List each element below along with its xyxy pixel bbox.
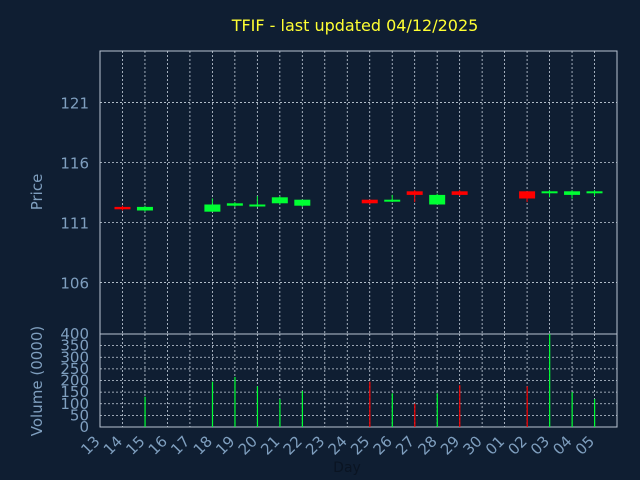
volume-tick-label: 50 <box>70 406 89 424</box>
candle-body <box>519 191 536 199</box>
candle-body <box>586 191 603 194</box>
candle-body <box>429 194 446 205</box>
volume-tick-label: 200 <box>60 372 89 390</box>
volume-bar <box>279 399 281 427</box>
volume-bar <box>571 392 573 427</box>
volume-bar <box>144 396 146 427</box>
candle-body <box>136 206 153 211</box>
volume-tick-label: 400 <box>60 325 89 343</box>
candle-body <box>541 191 558 194</box>
candle-body <box>406 191 423 195</box>
x-tick-labels: 1314151617181920212223242526272829300102… <box>77 432 598 458</box>
volume-bar <box>391 393 393 427</box>
x-axis-label: Day <box>333 460 361 476</box>
volume-bar <box>594 399 596 427</box>
volume-tick-label: 0 <box>79 418 89 436</box>
candle-body <box>361 199 378 204</box>
volume-tick-label: 100 <box>60 395 89 413</box>
candle-body <box>114 206 131 210</box>
volume-axis-label: Volume (0000) <box>28 326 46 436</box>
price-axis-label: Price <box>28 174 46 211</box>
volume-bar <box>414 403 416 427</box>
price-panel: 106 111 116 121 <box>60 50 618 335</box>
candle-body <box>249 204 266 207</box>
candle-body <box>294 199 311 206</box>
volume-bar <box>301 390 304 427</box>
volume-bar <box>234 377 236 427</box>
price-tick-label: 121 <box>60 95 89 113</box>
volume-bar <box>459 385 461 427</box>
candle-body <box>226 203 243 206</box>
volume-tick-label: 150 <box>60 383 89 401</box>
volume-bar <box>436 393 438 427</box>
volume-bar <box>256 386 259 427</box>
volume-tick-label: 350 <box>60 337 89 355</box>
volume-bar <box>369 381 371 427</box>
candle-body <box>271 197 288 204</box>
volume-tick-label: 300 <box>60 348 89 366</box>
volume-bar <box>549 334 551 427</box>
candle-body <box>204 204 221 212</box>
candle-body <box>564 191 581 195</box>
volume-tick-label: 250 <box>60 360 89 378</box>
candle-body <box>451 191 468 195</box>
price-tick-label: 116 <box>60 155 89 173</box>
chart-title: TFIF - last updated 04/12/2025 <box>231 16 479 35</box>
volume-bar <box>211 381 214 427</box>
volume-bar <box>526 386 528 427</box>
price-tick-label: 106 <box>60 274 89 292</box>
candle-body <box>384 199 401 202</box>
price-tick-label: 111 <box>60 214 89 232</box>
